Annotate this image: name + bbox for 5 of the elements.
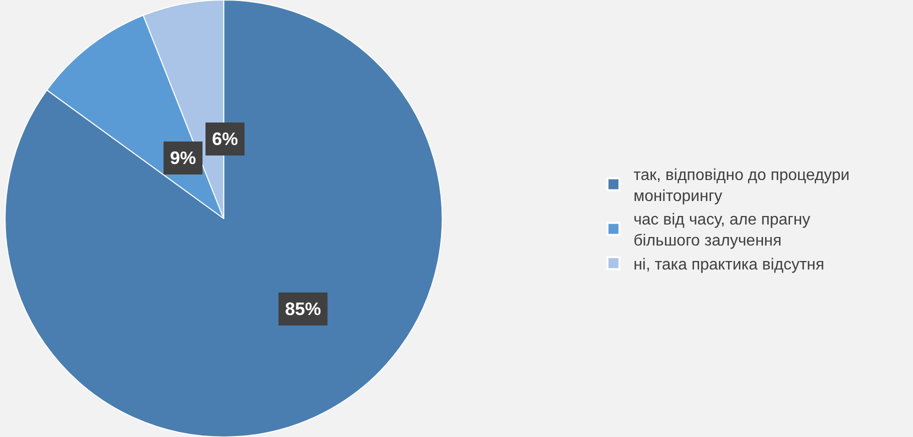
data-label: 85% (285, 299, 322, 319)
pie-slice (4, 0, 442, 437)
data-label: 6% (212, 129, 238, 149)
legend-label: ні, така практика відсутня (633, 256, 824, 274)
data-label: 9% (170, 148, 196, 168)
